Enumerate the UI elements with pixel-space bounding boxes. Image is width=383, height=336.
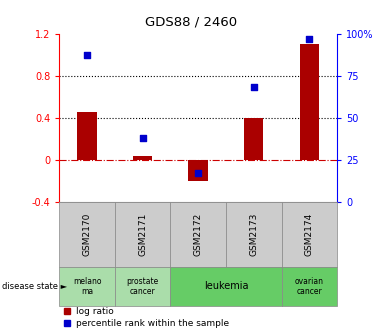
Text: disease state ►: disease state ► — [2, 282, 67, 291]
Bar — [188, 160, 208, 181]
Point — [84, 53, 90, 58]
Point — [251, 85, 257, 90]
Bar — [133, 157, 152, 160]
Text: GSM2170: GSM2170 — [83, 213, 92, 256]
Bar — [300, 44, 319, 160]
Point — [140, 135, 146, 140]
Bar — [77, 112, 97, 160]
Text: prostate
cancer: prostate cancer — [126, 277, 159, 296]
Point — [195, 170, 201, 176]
Text: GDS88 / 2460: GDS88 / 2460 — [146, 15, 237, 28]
Text: ovarian
cancer: ovarian cancer — [295, 277, 324, 296]
Text: melano
ma: melano ma — [73, 277, 101, 296]
Text: leukemia: leukemia — [204, 282, 248, 291]
Text: GSM2171: GSM2171 — [138, 213, 147, 256]
Text: GSM2173: GSM2173 — [249, 213, 258, 256]
Point — [306, 36, 313, 41]
Text: GSM2174: GSM2174 — [305, 213, 314, 256]
Bar — [244, 118, 264, 160]
Legend: log ratio, percentile rank within the sample: log ratio, percentile rank within the sa… — [64, 307, 229, 328]
Text: GSM2172: GSM2172 — [194, 213, 203, 256]
